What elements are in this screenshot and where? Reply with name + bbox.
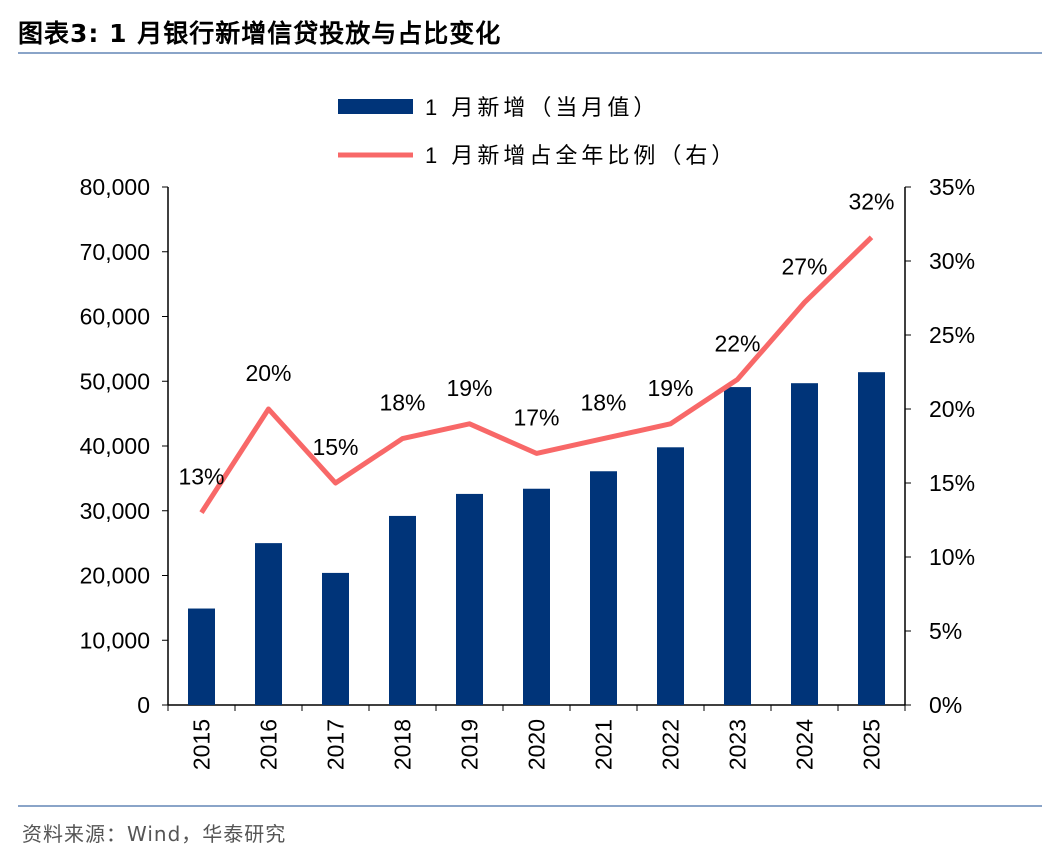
bar [456,493,483,705]
legend-bar-label: 1 月新增（当月值） [425,95,659,120]
bar [590,471,617,705]
left-tick-label: 40,000 [80,433,150,459]
bar [255,543,282,705]
x-tick-label: 2016 [256,719,282,770]
data-label: 19% [647,375,693,401]
x-tick-label: 2023 [725,719,751,770]
x-tick-label: 2025 [859,719,885,770]
data-label: 20% [245,360,291,386]
data-label: 13% [178,464,224,490]
data-label: 19% [446,375,492,401]
x-tick-label: 2018 [390,719,416,770]
data-label: 18% [580,390,626,416]
data-label: 27% [781,253,827,279]
bar [724,387,751,705]
data-label: 32% [848,188,894,214]
legend-line-label: 1 月新增占全年比例（右） [425,143,737,168]
bar [322,572,349,705]
x-tick-label: 2019 [457,719,483,770]
data-label: 22% [714,330,760,356]
legend-bar-swatch [338,99,413,114]
x-tick-label: 2017 [323,719,349,770]
right-tick-label: 0% [929,692,962,718]
left-tick-label: 0 [137,692,150,718]
bar [188,608,215,705]
right-tick-label: 25% [929,322,975,348]
bar [389,515,416,705]
right-tick-label: 5% [929,618,962,644]
ratio-line [199,235,874,514]
chart-title: 图表3: 1 月银行新增信贷投放与占比变化 [18,19,502,48]
right-tick-label: 10% [929,544,975,570]
x-tick-label: 2020 [524,719,550,770]
right-tick-label: 20% [929,396,975,422]
right-tick-label: 30% [929,248,975,274]
title-divider [18,52,1042,54]
left-tick-label: 30,000 [80,498,150,524]
x-tick-label: 2015 [189,719,215,770]
data-label: 17% [513,404,559,430]
left-tick-label: 80,000 [80,174,150,200]
source-note: 资料来源：Wind，华泰研究 [22,822,287,846]
x-tick-label: 2022 [658,719,684,770]
x-tick-label: 2024 [792,719,818,770]
bar [858,372,885,705]
right-tick-label: 15% [929,470,975,496]
right-tick-label: 35% [929,174,975,200]
bar [791,383,818,705]
left-tick-label: 70,000 [80,239,150,265]
data-label: 18% [379,390,425,416]
left-tick-label: 50,000 [80,368,150,394]
left-tick-label: 10,000 [80,627,150,653]
x-tick-label: 2021 [591,719,617,770]
left-tick-label: 20,000 [80,563,150,589]
left-tick-label: 60,000 [80,304,150,330]
data-label: 15% [312,434,358,460]
bar [657,447,684,705]
bar [523,488,550,705]
footer-divider [18,805,1042,807]
